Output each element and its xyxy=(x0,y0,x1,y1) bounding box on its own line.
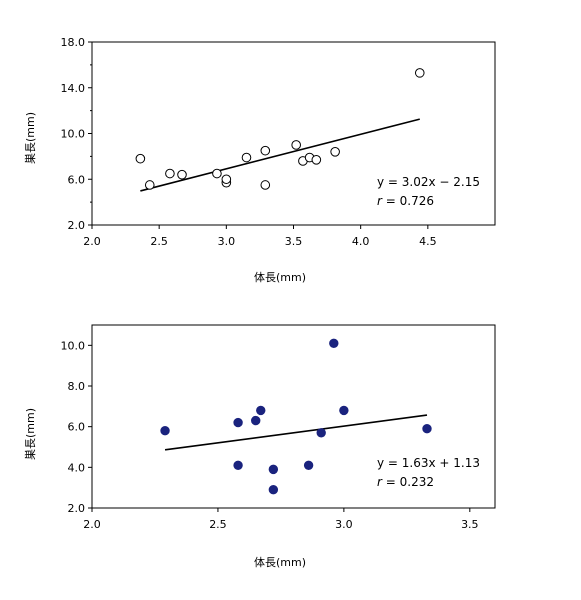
data-point xyxy=(221,174,232,185)
data-point xyxy=(260,145,271,156)
data-point xyxy=(144,180,155,190)
x-axis-tick-labels: 2.0 2.5 3.0 3.5 4.0 4.5 xyxy=(83,235,436,248)
y-tick-label: 10.0 xyxy=(61,128,86,141)
regression-equation: y = 3.02x − 2.15 xyxy=(377,175,480,189)
r-symbol: r xyxy=(377,475,383,489)
y-axis-title: 巣長(mm) xyxy=(24,112,37,164)
data-point xyxy=(160,426,170,436)
x-tick-label: 2.5 xyxy=(150,235,168,248)
data-point xyxy=(291,140,301,150)
r-value: = 0.726 xyxy=(382,194,434,208)
r-value: = 0.232 xyxy=(382,475,434,489)
data-point xyxy=(260,180,271,190)
y-tick-label: 18.0 xyxy=(61,36,86,49)
chart-top: 2.0 6.0 10.0 14.0 18.0 2.0 2.5 3.0 3.5 4.0 4.5 巣長… xyxy=(24,36,496,284)
y-tick-label: 2.0 xyxy=(68,502,86,515)
data-point xyxy=(339,405,349,416)
data-point xyxy=(241,152,252,163)
data-points xyxy=(160,338,432,495)
x-tick-label: 4.0 xyxy=(352,235,370,248)
y-axis-tick-labels: 2.0 4.0 6.0 8.0 10.0 xyxy=(61,339,86,515)
data-point xyxy=(256,405,266,416)
x-axis-ticks xyxy=(91,225,429,229)
trendline xyxy=(164,414,428,451)
data-point xyxy=(177,169,187,180)
x-axis-ticks xyxy=(91,508,471,512)
y-tick-label: 4.0 xyxy=(68,461,86,474)
data-point xyxy=(268,464,279,475)
x-tick-label: 4.5 xyxy=(419,235,437,248)
x-tick-label: 3.0 xyxy=(335,518,353,531)
data-point xyxy=(330,147,340,157)
data-point xyxy=(303,460,314,470)
data-point xyxy=(251,415,261,426)
data-point xyxy=(414,68,425,78)
trendline xyxy=(140,118,420,192)
x-axis-title: 体長(mm) xyxy=(254,270,306,284)
y-axis-ticks xyxy=(88,41,92,226)
x-axis-tick-labels: 2.0 2.5 3.0 3.5 xyxy=(83,518,478,531)
data-point xyxy=(135,153,146,164)
y-tick-label: 6.0 xyxy=(68,421,86,434)
data-point xyxy=(233,460,243,470)
x-tick-label: 3.5 xyxy=(285,235,303,248)
y-axis-ticks xyxy=(88,344,92,509)
x-tick-label: 2.5 xyxy=(209,518,227,531)
x-tick-label: 2.0 xyxy=(83,235,101,248)
y-axis-tick-labels: 2.0 6.0 10.0 14.0 18.0 xyxy=(61,36,86,232)
data-point xyxy=(212,168,222,179)
x-axis-title: 体長(mm) xyxy=(254,555,306,569)
x-tick-label: 3.0 xyxy=(218,235,236,248)
y-tick-label: 8.0 xyxy=(68,380,86,393)
data-point xyxy=(329,338,339,348)
regression-equation: y = 1.63x + 1.13 xyxy=(377,456,480,470)
data-point xyxy=(165,168,175,179)
x-tick-label: 2.0 xyxy=(83,518,101,531)
plot-frame xyxy=(91,41,496,226)
data-point xyxy=(422,424,432,434)
plot-frame xyxy=(91,324,496,509)
y-tick-label: 2.0 xyxy=(68,219,86,232)
data-point xyxy=(268,485,279,495)
data-point xyxy=(316,428,326,438)
data-points xyxy=(135,68,425,190)
y-tick-label: 10.0 xyxy=(61,339,86,352)
y-axis-title: 巣長(mm) xyxy=(24,408,37,460)
correlation-text: r = 0.232 xyxy=(377,475,434,489)
y-tick-label: 14.0 xyxy=(61,82,86,95)
data-point xyxy=(233,417,243,428)
data-point xyxy=(311,155,322,165)
chart-bottom: 2.0 4.0 6.0 8.0 10.0 2.0 2.5 3.0 3.5 巣長(mm) 体長(… xyxy=(24,324,496,569)
correlation-text: r = 0.726 xyxy=(377,194,434,208)
y-tick-label: 6.0 xyxy=(68,173,86,186)
r-symbol: r xyxy=(377,194,383,208)
x-tick-label: 3.5 xyxy=(461,518,479,531)
